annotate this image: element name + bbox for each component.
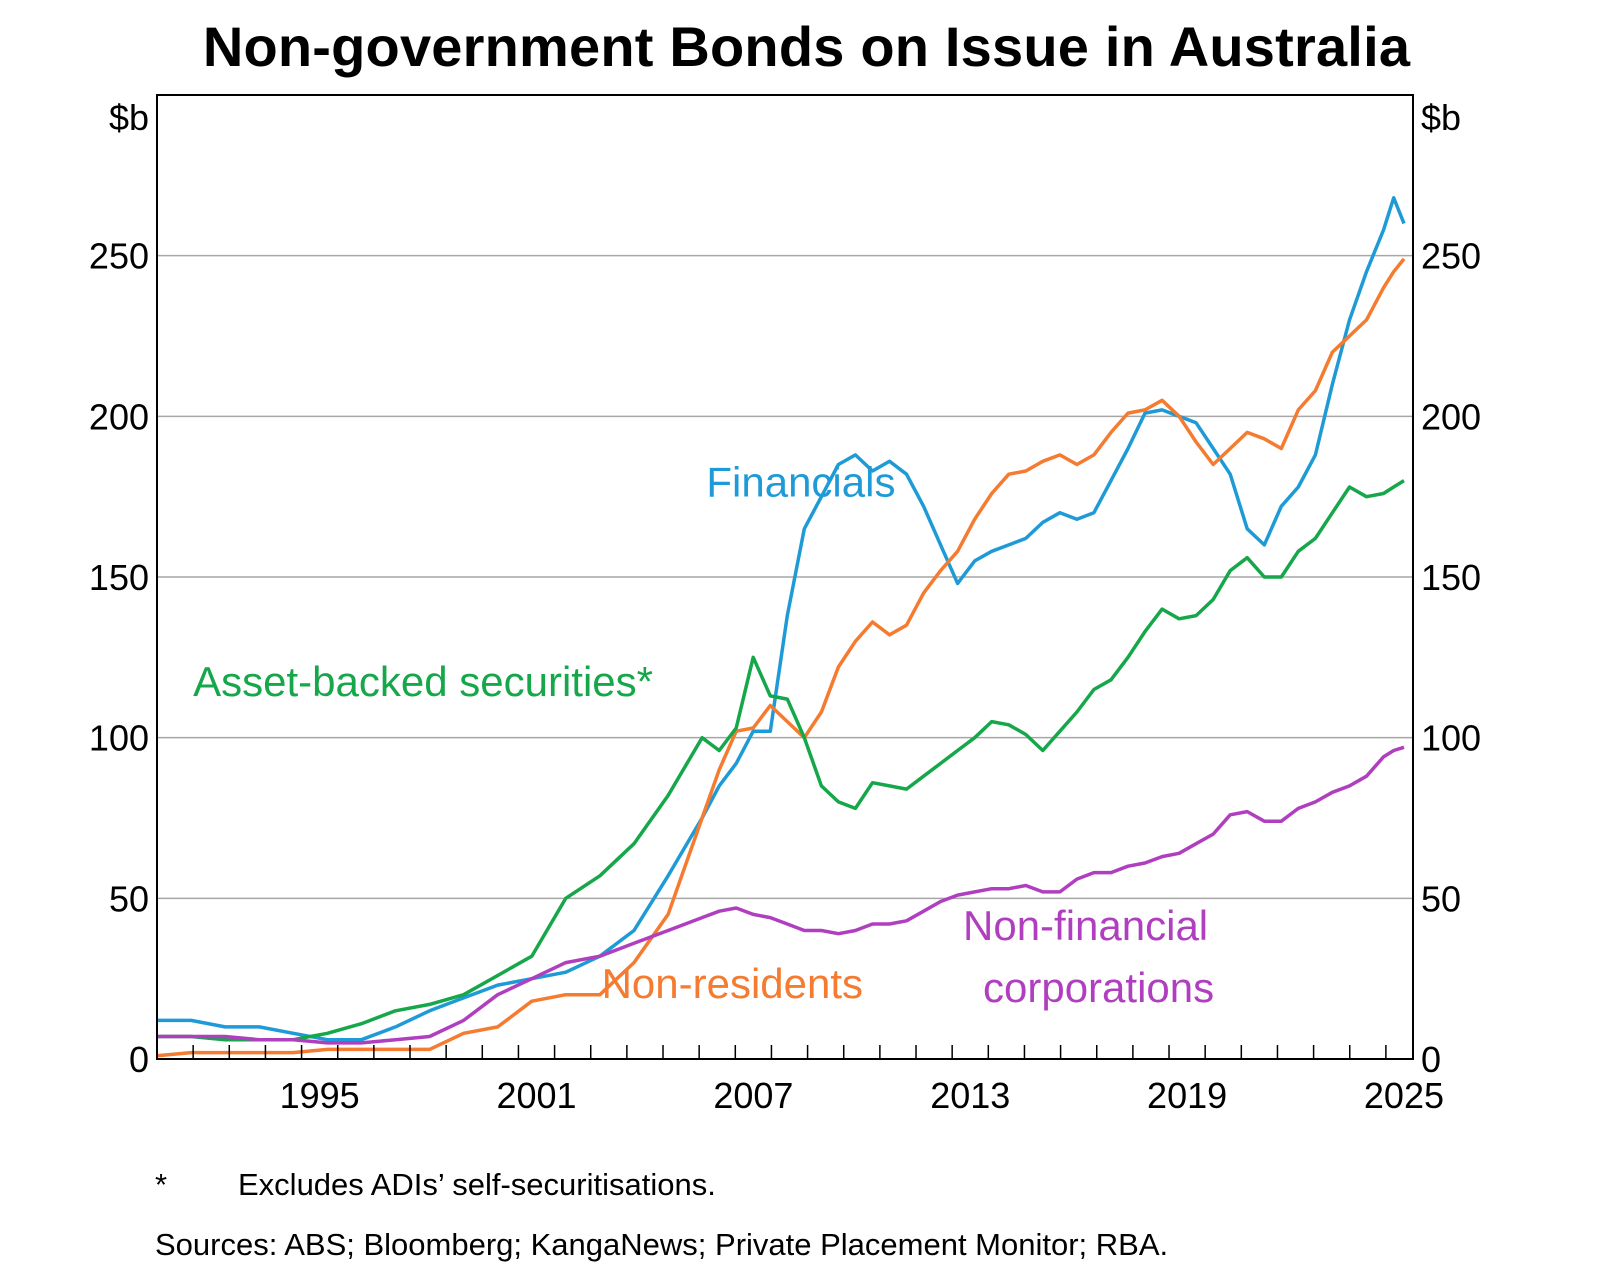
- axis-labels: 0 0 50 50 100 100 150 150 200 200 250 250 1995 2001 20…: [89, 236, 1481, 1116]
- plot-frame: [156, 94, 1414, 1060]
- x-tick-label-2025: 2025: [1364, 1075, 1444, 1116]
- series-label-0: Financials: [706, 459, 895, 506]
- y-tick-right-150: 150: [1421, 557, 1481, 598]
- series-line-non-residents: [156, 257, 1406, 1058]
- footnote-text: Excludes ADIs’ self-securitisations.: [238, 1167, 716, 1202]
- series-line-non-financial-corporations: [157, 745, 1405, 1045]
- x-tick-label-2013: 2013: [930, 1075, 1010, 1116]
- series-labels: Financials Non-residents Asset-backed secu…: [193, 459, 1214, 1011]
- footnote-marker: *: [155, 1167, 168, 1202]
- x-axis-ticks: [156, 1045, 1387, 1059]
- y-tick-right-250: 250: [1421, 236, 1481, 277]
- series-line-financials: [157, 196, 1406, 1042]
- series-label-2: Asset-backed securities*: [193, 658, 653, 705]
- y-tick-left-200: 200: [89, 396, 149, 437]
- sources-text: Sources: ABS; Bloomberg; KangaNews; Priv…: [155, 1227, 1169, 1262]
- x-tick-label-2007: 2007: [713, 1075, 793, 1116]
- y-tick-left-100: 100: [89, 718, 149, 759]
- series-label-3-0: Non-financial: [963, 902, 1208, 949]
- x-tick-label-1995: 1995: [280, 1075, 360, 1116]
- y-tick-left-0: 0: [129, 1039, 149, 1080]
- y-axis-unit-right: $b: [1421, 97, 1461, 138]
- y-tick-right-50: 50: [1421, 878, 1461, 919]
- y-tick-left-250: 250: [89, 236, 149, 277]
- chart-title: Non-government Bonds on Issue in Austral…: [202, 15, 1411, 78]
- y-tick-left-150: 150: [89, 557, 149, 598]
- gridlines: [157, 254, 1413, 900]
- y-axis-unit-left: $b: [109, 97, 149, 138]
- x-tick-label-2001: 2001: [496, 1075, 576, 1116]
- y-tick-right-100: 100: [1421, 718, 1481, 759]
- series-line-asset-backed-securities: [157, 479, 1405, 1042]
- y-tick-left-50: 50: [109, 878, 149, 919]
- series-lines: [156, 196, 1406, 1058]
- y-tick-right-200: 200: [1421, 396, 1481, 437]
- series-label-3-1: corporations: [983, 964, 1214, 1011]
- y-tick-right-0: 0: [1421, 1039, 1441, 1080]
- x-tick-label-2019: 2019: [1147, 1075, 1227, 1116]
- series-label-1: Non-residents: [602, 960, 863, 1007]
